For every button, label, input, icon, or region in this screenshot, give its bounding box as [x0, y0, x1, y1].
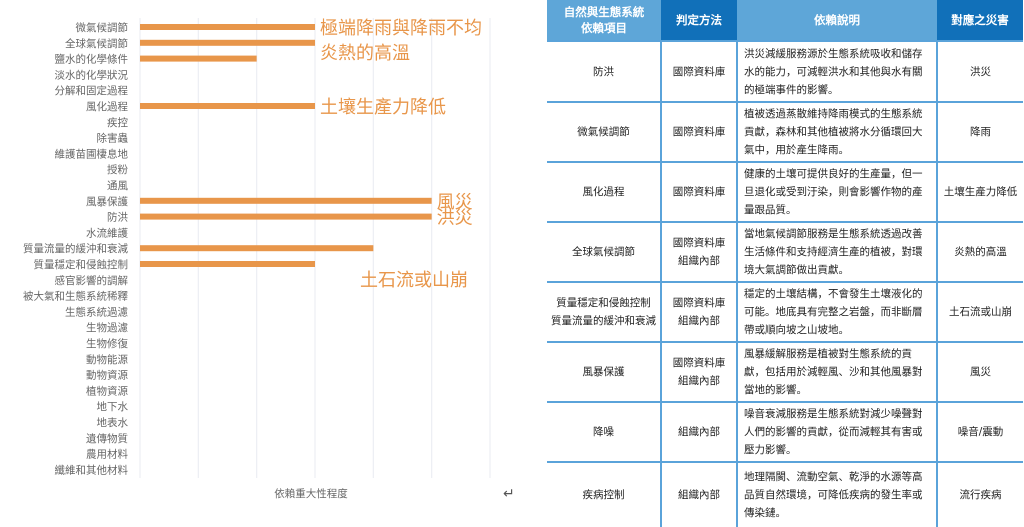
table-row: 疾病控制 組織內部 地理隔閡、流動空氣、乾淨的水源等高品質自然環境，可降低疾病的發生…	[547, 461, 1023, 527]
bars	[140, 24, 432, 267]
item-cell: 疾病控制	[547, 461, 661, 527]
item-cell: 降噪	[547, 401, 661, 462]
method-cell: 國際資料庫	[660, 40, 737, 102]
table-row: 降噪 組織內部 噪音衰減服務是生態系統對減少噪聲對人們的影響的貢獻，從而減輕其有害或…	[547, 401, 1023, 462]
description-cell: 植被透過蒸散維持降雨模式的生態系統貢獻，森林和其他植被將水分循環回大氣中，用於產…	[736, 101, 937, 162]
table-row: 全球氣候調節 國際資料庫 組織內部 當地氣候調節服務是生態系統透過改善生活條件和支持經…	[547, 221, 1023, 282]
table-row: 防洪 國際資料庫 洪災減緩服務源於生態系統吸收和儲存水的能力，可減輕洪水和其他與水有…	[547, 40, 1023, 102]
annotation-label: 土壤生產力降低	[320, 97, 446, 118]
description-cell: 當地氣候調節服務是生態系統透過改善生活條件和支持經濟生產的植被，對環境大氣調節做…	[736, 221, 937, 282]
method-cell: 國際資料庫 組織內部	[660, 221, 737, 282]
category-label: 疾控	[107, 116, 128, 129]
dependency-table: 自然與生態系統 依賴項目 判定方法 依賴說明 對應之災害 防洪 國際資料庫 洪災減緩服…	[547, 0, 1023, 527]
category-label: 生物過濾	[86, 321, 128, 334]
table-row: 風化過程 國際資料庫 健康的土壤可提供良好的生產量，但一旦退化或受到汙染，則會影響作…	[547, 161, 1023, 222]
table-row: 風暴保護 國際資料庫 組織內部 風暴緩解服務是植被對生態系統的貢獻，包括用於減輕風、沙…	[547, 341, 1023, 402]
method-cell: 國際資料庫 組織內部	[660, 341, 737, 402]
annotation-label: 洪災	[437, 208, 473, 229]
hazard-cell: 土壤生產力降低	[936, 161, 1023, 222]
hazard-cell: 炎熱的高溫	[936, 221, 1023, 282]
x-axis-label: 依賴重大性程度	[274, 487, 348, 500]
category-label: 風暴保護	[86, 195, 128, 208]
category-label: 地表水	[97, 416, 129, 429]
header-item: 自然與生態系統 依賴項目	[547, 0, 661, 41]
table-header: 自然與生態系統 依賴項目 判定方法 依賴說明 對應之災害	[547, 0, 1023, 41]
category-label: 授粉	[107, 163, 128, 176]
method-cell: 國際資料庫	[660, 161, 737, 222]
dependency-bar-chart: 微氣候調節全球氣候調節鹽水的化學條件淡水的化學狀況分解和固定過程風化過程疾控除害…	[23, 18, 491, 500]
category-labels: 微氣候調節全球氣候調節鹽水的化學條件淡水的化學狀況分解和固定過程風化過程疾控除害…	[23, 21, 128, 476]
description-cell: 穩定的土壤結構，不會發生土壤液化的可能。地底具有完整之岩盤，而非斷層帶或順向坡之…	[736, 281, 937, 342]
bar	[140, 24, 315, 30]
description-cell: 地理隔閡、流動空氣、乾淨的水源等高品質自然環境，可降低疾病的發生率或傳染鏈。	[736, 461, 937, 527]
annotation-label: 土石流或山崩	[360, 270, 468, 291]
category-label: 通風	[107, 180, 128, 192]
item-cell: 全球氣候調節	[547, 221, 661, 282]
category-label: 分解和固定過程	[55, 84, 129, 97]
category-label: 被大氣和生態系統稀釋	[23, 290, 128, 303]
hazard-cell: 風災	[936, 341, 1023, 402]
item-cell: 風化過程	[547, 161, 661, 222]
bar	[140, 39, 315, 46]
category-label: 維護苗圃棲息地	[55, 147, 129, 160]
category-label: 生態系統過濾	[65, 305, 128, 318]
category-label: 水流維護	[86, 226, 128, 239]
hazard-cell: 土石流或山崩	[936, 281, 1023, 342]
category-label: 質量流量的緩沖和衰減	[23, 242, 128, 255]
header-item-line2: 依賴項目	[581, 21, 627, 35]
method-cell: 組織內部	[660, 401, 737, 462]
method-cell: 國際資料庫 組織內部	[660, 281, 737, 342]
category-label: 農用材料	[86, 448, 128, 461]
hazard-cell: 噪音/震動	[936, 401, 1023, 462]
method-cell: 組織內部	[660, 461, 737, 527]
category-label: 地下水	[97, 400, 129, 413]
description-cell: 健康的土壤可提供良好的生產量，但一旦退化或受到汙染，則會影響作物的產量跟品質。	[736, 161, 937, 222]
table-row: 質量穩定和侵蝕控制 質量流量的緩沖和衰減 國際資料庫 組織內部 穩定的土壤結構，不會發生…	[547, 281, 1023, 342]
method-cell: 國際資料庫	[660, 101, 737, 162]
annotation-label: 炎熱的高溫	[320, 43, 410, 64]
return-symbol: ↵	[503, 486, 515, 502]
header-method: 判定方法	[661, 0, 737, 41]
category-label: 風化過程	[86, 100, 128, 113]
hazard-cell: 降雨	[936, 101, 1023, 162]
item-cell: 防洪	[547, 40, 661, 102]
description-cell: 風暴緩解服務是植被對生態系統的貢獻，包括用於減輕風、沙和其他風暴對當地的影響。	[736, 341, 937, 402]
description-cell: 洪災減緩服務源於生態系統吸收和儲存水的能力，可減輕洪水和其他與水有關的極端事件的…	[736, 40, 937, 102]
header-hazard: 對應之災害	[937, 0, 1023, 41]
hazard-cell: 流行疾病	[936, 461, 1023, 527]
category-label: 淡水的化學狀況	[55, 68, 129, 81]
bar	[140, 261, 315, 267]
category-label: 微氣候調節	[76, 21, 129, 34]
header-description: 依賴說明	[737, 0, 937, 41]
category-label: 遺傳物質	[86, 432, 128, 445]
hazard-cell: 洪災	[936, 40, 1023, 102]
header-item-line1: 自然與生態系統	[563, 5, 645, 19]
table-row: 微氣候調節 國際資料庫 植被透過蒸散維持降雨模式的生態系統貢獻，森林和其他植被將水分…	[547, 101, 1023, 162]
category-label: 感官影響的調解	[55, 274, 129, 287]
category-label: 動物資源	[86, 369, 128, 382]
item-cell: 風暴保護	[547, 341, 661, 402]
category-label: 纖維和其他材料	[55, 463, 129, 476]
category-label: 動物能源	[86, 353, 128, 366]
bar	[140, 197, 432, 204]
category-label: 植物資源	[86, 384, 128, 397]
description-cell: 噪音衰減服務是生態系統對減少噪聲對人們的影響的貢獻，從而減輕其有害或壓力影響。	[736, 401, 937, 462]
annotation-label: 極端降雨與降雨不均	[320, 18, 482, 39]
bar	[140, 213, 432, 220]
annotation-label: 風災	[437, 192, 473, 213]
category-label: 鹽水的化學條件	[55, 53, 129, 66]
item-cell: 微氣候調節	[547, 101, 661, 162]
item-cell: 質量穩定和侵蝕控制 質量流量的緩沖和衰減	[547, 281, 661, 342]
category-label: 質量穩定和侵蝕控制	[34, 258, 129, 271]
category-label: 除害蟲	[97, 132, 129, 145]
bar	[140, 103, 315, 109]
category-label: 防洪	[107, 211, 128, 224]
bar	[140, 55, 257, 62]
category-label: 全球氣候調節	[65, 37, 128, 50]
bar	[140, 245, 374, 252]
category-label: 生物修復	[86, 337, 128, 350]
